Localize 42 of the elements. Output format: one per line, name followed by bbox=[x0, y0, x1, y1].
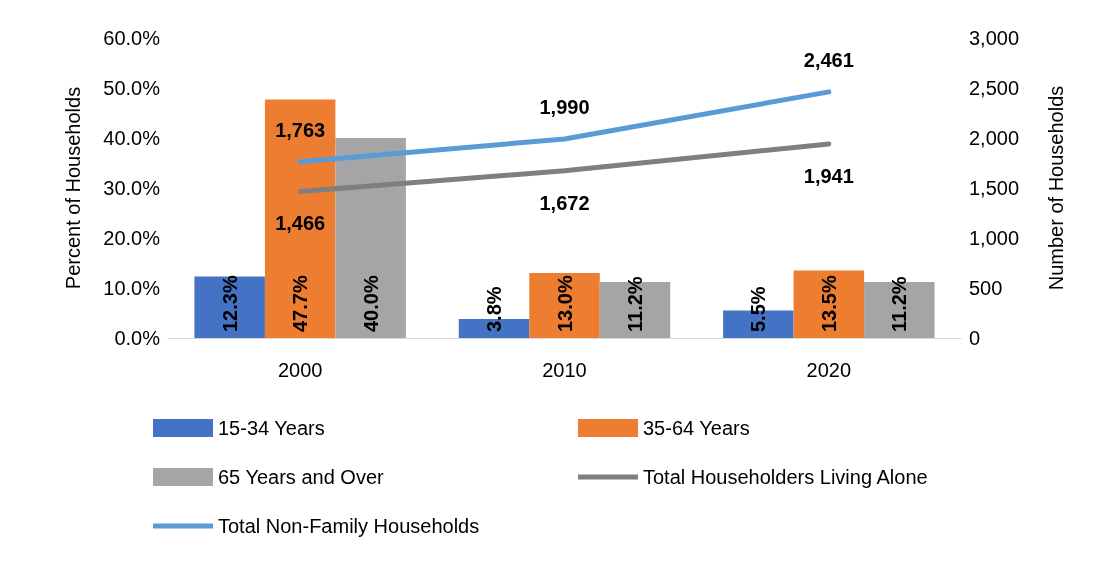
x-tick-label: 2000 bbox=[277, 359, 323, 381]
y2-axis-title: Number of Households bbox=[1045, 85, 1067, 291]
y2-tick-label: 1,000 bbox=[969, 227, 1020, 249]
y-tick-label: 50.0% bbox=[103, 77, 161, 99]
data-label: 13.5% bbox=[817, 275, 840, 332]
data-label: 1,672 bbox=[539, 191, 590, 214]
bar bbox=[264, 99, 336, 338]
data-label: 11.2% bbox=[623, 276, 646, 332]
data-label: 47.7% bbox=[289, 275, 312, 332]
data-label: 40.0% bbox=[359, 275, 382, 332]
y2-tick-label: 2,000 bbox=[969, 127, 1020, 149]
data-label: 1,990 bbox=[539, 96, 590, 118]
legend-label: 65 Years and Over bbox=[218, 466, 385, 488]
y2-tick-label: 0 bbox=[969, 327, 981, 349]
bar bbox=[529, 273, 600, 338]
x-tick-label: 2020 bbox=[806, 359, 852, 381]
y-axis-title: Percent of Households bbox=[62, 86, 84, 290]
data-label: 1,466 bbox=[275, 212, 326, 235]
y2-tick-label: 3,000 bbox=[969, 27, 1020, 49]
legend-label: Total Householders Living Alone bbox=[643, 466, 928, 488]
data-label: 2,461 bbox=[803, 48, 854, 71]
data-label: 1,941 bbox=[803, 164, 854, 187]
legend-label: 35-64 Years bbox=[643, 417, 750, 439]
data-label: 11.2% bbox=[888, 276, 911, 332]
data-label: 12.3% bbox=[218, 275, 241, 332]
legend-label: 15-34 Years bbox=[218, 417, 325, 439]
y-tick-label: 10.0% bbox=[103, 277, 161, 299]
x-tick-label: 2010 bbox=[542, 359, 587, 381]
data-label: 5.5% bbox=[747, 286, 770, 332]
y-tick-label: 20.0% bbox=[103, 227, 161, 249]
y-tick-label: 0.0% bbox=[114, 327, 161, 349]
legend-label: Total Non-Family Households bbox=[218, 515, 480, 537]
y-tick-label: 30.0% bbox=[103, 177, 161, 199]
y-tick-label: 60.0% bbox=[103, 27, 161, 49]
y-tick-label: 40.0% bbox=[103, 127, 161, 149]
bar bbox=[335, 138, 406, 338]
data-label: 3.8% bbox=[483, 286, 506, 332]
data-label: 13.0% bbox=[553, 275, 576, 332]
y2-tick-label: 1,500 bbox=[969, 177, 1020, 199]
y2-tick-label: 2,500 bbox=[969, 77, 1020, 99]
data-label: 1,763 bbox=[275, 118, 326, 141]
y2-tick-label: 500 bbox=[969, 277, 1003, 299]
